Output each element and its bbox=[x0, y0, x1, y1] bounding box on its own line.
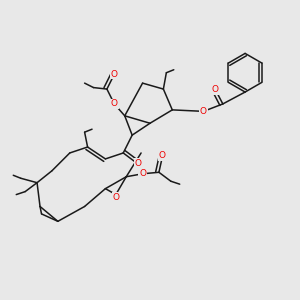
Text: O: O bbox=[139, 169, 146, 178]
Text: O: O bbox=[112, 193, 119, 202]
Text: O: O bbox=[200, 107, 207, 116]
Text: O: O bbox=[135, 159, 142, 168]
Text: O: O bbox=[111, 99, 118, 108]
Text: O: O bbox=[212, 85, 219, 94]
Text: O: O bbox=[158, 152, 165, 160]
Text: O: O bbox=[111, 70, 118, 79]
